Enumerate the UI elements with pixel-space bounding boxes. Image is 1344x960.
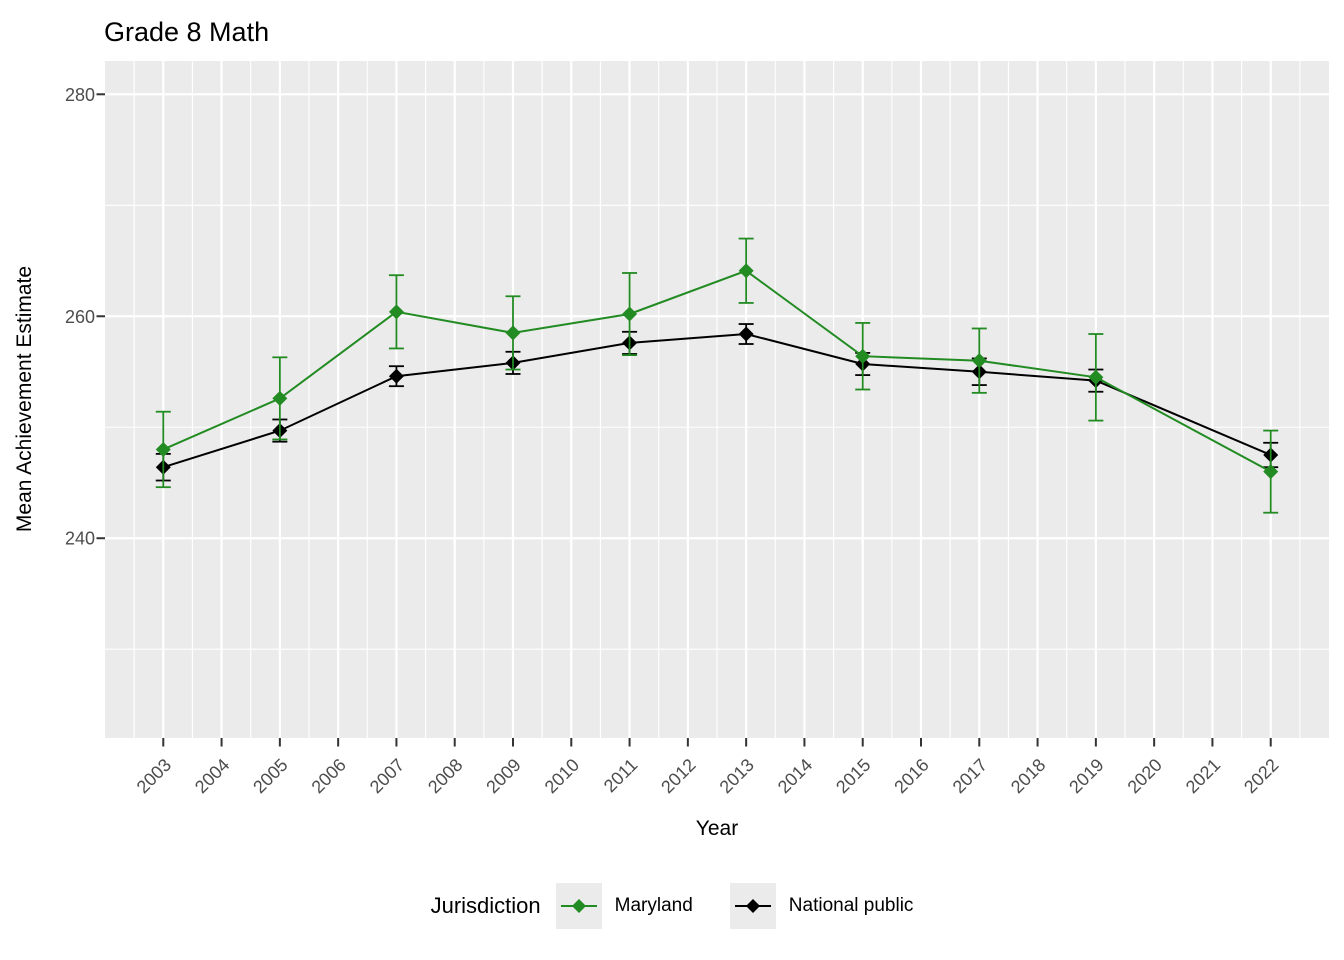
legend-title: Jurisdiction: [430, 893, 541, 918]
y-tick-label: 280: [65, 85, 95, 105]
x-tick-label: 2017: [949, 755, 991, 797]
data-point: [388, 368, 404, 384]
legend-key-maryland: [555, 883, 602, 929]
x-tick-label: 2016: [890, 755, 932, 797]
axis-ticks: [96, 93, 1272, 747]
legend: Jurisdiction Maryland National public: [0, 883, 1344, 929]
data-point: [738, 263, 754, 279]
x-tick-label: 2019: [1065, 755, 1107, 797]
y-tick-label: 240: [65, 529, 95, 549]
x-tick-label: 2012: [657, 755, 699, 797]
x-tick-label: 2006: [308, 755, 350, 797]
data-point: [1263, 464, 1279, 480]
data-point: [388, 304, 404, 320]
national-public-key-glyph: [734, 899, 771, 913]
x-tick-label: 2005: [249, 755, 291, 797]
legend-key-national-public: [729, 883, 776, 929]
series-maryland: [155, 237, 1279, 514]
x-tick-label: 2014: [774, 755, 816, 797]
minor-gridlines: [105, 61, 1329, 738]
x-tick-label: 2007: [366, 755, 408, 797]
series-line: [162, 269, 1272, 473]
y-tick-label: 260: [65, 307, 95, 327]
data-point: [738, 326, 754, 342]
data-point: [1088, 369, 1104, 385]
series-line: [163, 332, 1272, 469]
x-tick-label: 2022: [1240, 755, 1282, 797]
x-tick-label: 2018: [1007, 755, 1049, 797]
x-tick-label: 2008: [424, 755, 466, 797]
x-tick-label: 2003: [133, 755, 175, 797]
legend-entry-maryland: Maryland: [555, 883, 693, 929]
chart-title: Grade 8 Math: [104, 17, 269, 47]
y-axis-label: Mean Achievement Estimate: [13, 266, 36, 532]
x-tick-label: 2013: [716, 755, 758, 797]
x-tick-label: 2021: [1182, 755, 1224, 797]
line-chart: 2003 2004 2005 2006 2007 2008 2009 2010 2011 2012…: [13, 17, 1329, 840]
x-tick-label: 2010: [541, 755, 583, 797]
y-tick-labels: 240 260 280: [65, 85, 95, 549]
x-tick-label: 2009: [482, 755, 524, 797]
data-point: [622, 306, 638, 322]
x-tick-labels: 2003 2004 2005 2006 2007 2008 2009 2010 2011 2012…: [133, 755, 1283, 797]
series-layer: [155, 237, 1279, 514]
legend-label-national-public: National public: [788, 895, 914, 916]
data-point: [272, 390, 288, 406]
major-gridlines: [105, 61, 1329, 738]
x-tick-label: 2015: [832, 755, 874, 797]
x-tick-label: 2004: [191, 755, 233, 797]
data-point: [155, 441, 171, 457]
legend-entry-national-public: National public: [729, 883, 914, 929]
data-point: [971, 353, 987, 369]
data-point: [855, 348, 871, 364]
maryland-key-glyph: [560, 899, 597, 913]
x-axis-label: Year: [696, 817, 738, 840]
legend-label-maryland: Maryland: [614, 895, 693, 916]
x-tick-label: 2020: [1124, 755, 1166, 797]
x-tick-label: 2011: [600, 755, 642, 797]
data-point: [505, 325, 521, 341]
